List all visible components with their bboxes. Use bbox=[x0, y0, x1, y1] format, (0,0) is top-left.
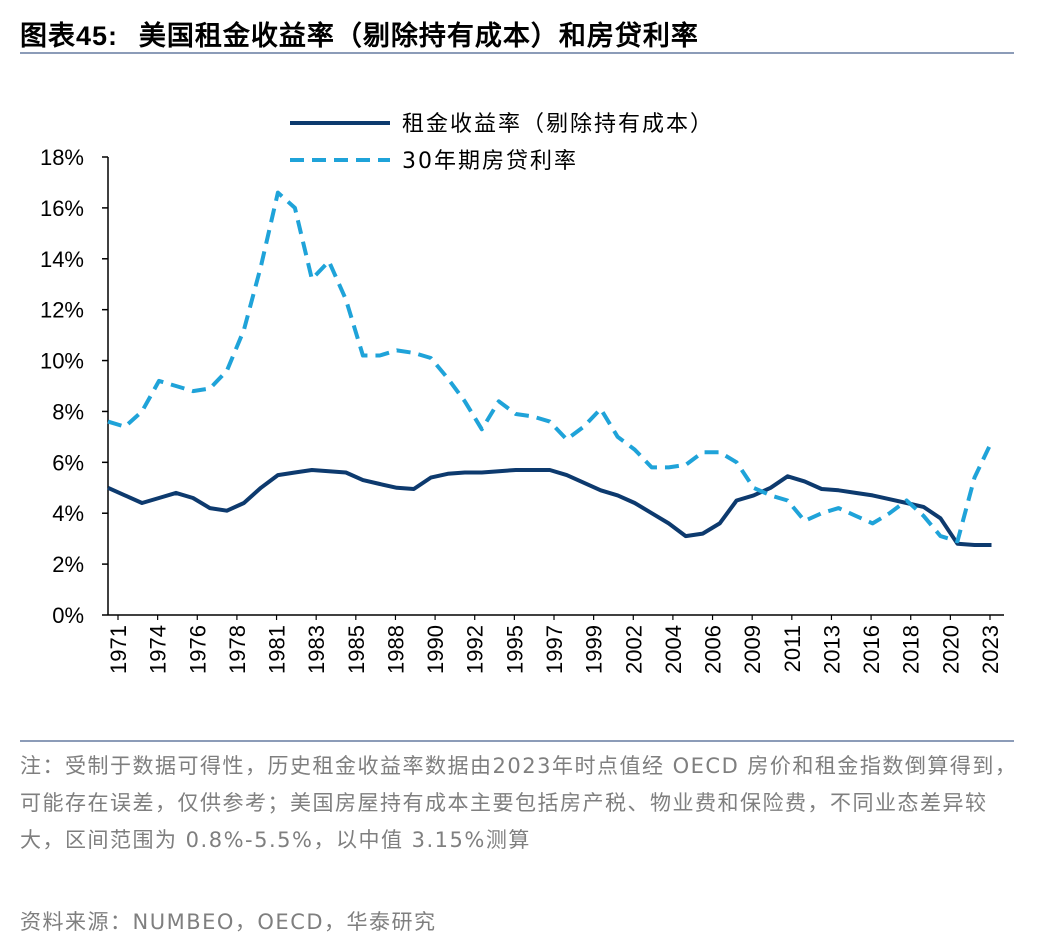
title-divider bbox=[20, 52, 1014, 54]
x-tick-label: 2006 bbox=[701, 625, 726, 674]
mortgage-rate-line bbox=[107, 190, 994, 544]
x-tick-label: 2013 bbox=[819, 625, 844, 674]
x-tick-label: 2009 bbox=[740, 625, 765, 674]
y-tick-label: 10% bbox=[40, 349, 84, 374]
y-tick-label: 8% bbox=[52, 399, 84, 424]
y-tick-label: 6% bbox=[52, 450, 84, 475]
figure-caption: 美国租金收益率（剔除持有成本）和房贷利率 bbox=[138, 21, 699, 52]
legend: 租金收益率（剔除持有成本） 30年期房贷利率 bbox=[290, 112, 714, 174]
line-chart: 0% 2% 4% 6% 8% 10% 12% 14% 16% 18% 1971 1974 1976 197… bbox=[40, 112, 1004, 674]
x-tick-label: 1974 bbox=[146, 625, 171, 674]
y-tick-label: 18% bbox=[40, 145, 84, 170]
x-tick-label: 1999 bbox=[582, 625, 607, 674]
x-tick-label: 2023 bbox=[978, 625, 1003, 674]
x-tick-label: 1990 bbox=[423, 625, 448, 674]
x-tick-label: 2011 bbox=[780, 625, 805, 672]
x-tick-label: 2018 bbox=[899, 625, 924, 674]
figure-title: 图表45: 美国租金收益率（剔除持有成本）和房贷利率 bbox=[20, 14, 699, 53]
x-tick-label: 1971 bbox=[106, 625, 131, 674]
x-tick-label: 2020 bbox=[938, 625, 963, 674]
x-tick-label: 1978 bbox=[225, 625, 250, 674]
y-tick-label: 4% bbox=[52, 501, 84, 526]
x-tick-label: 2004 bbox=[661, 625, 686, 674]
y-tick-label: 14% bbox=[40, 247, 84, 272]
series-lines bbox=[107, 190, 994, 547]
x-tick-label: 1976 bbox=[185, 625, 210, 674]
x-tick-label: 2016 bbox=[859, 625, 884, 674]
x-tick-label: 1985 bbox=[344, 625, 369, 674]
y-tick-label: 2% bbox=[52, 552, 84, 577]
figure-number: 图表45: bbox=[20, 21, 119, 51]
x-tick-label: 1981 bbox=[265, 625, 290, 674]
x-tick-label: 2002 bbox=[621, 625, 646, 674]
y-tick-label: 16% bbox=[40, 196, 84, 221]
x-tick-label: 1988 bbox=[383, 625, 408, 674]
x-tick-label: 1983 bbox=[304, 625, 329, 674]
axes: 0% 2% 4% 6% 8% 10% 12% 14% 16% 18% 1971 1974 1976 197… bbox=[40, 145, 1004, 674]
legend-label-rent-yield: 租金收益率（剔除持有成本） bbox=[402, 112, 714, 137]
chart-note: 注：受制于数据可得性，历史租金收益率数据由2023年时点值经 OECD 房价和租… bbox=[20, 754, 1018, 852]
x-tick-label: 1995 bbox=[502, 625, 527, 674]
x-tick-label: 1997 bbox=[542, 625, 567, 674]
legend-label-mortgage-rate: 30年期房贷利率 bbox=[402, 149, 578, 174]
data-source: 资料来源：NUMBEO，OECD，华泰研究 bbox=[20, 910, 437, 934]
note-divider bbox=[20, 740, 1014, 742]
x-tick-label: 1992 bbox=[463, 625, 488, 674]
y-tick-label: 0% bbox=[52, 603, 84, 628]
rent-yield-line bbox=[107, 468, 992, 547]
y-tick-label: 12% bbox=[40, 298, 84, 323]
